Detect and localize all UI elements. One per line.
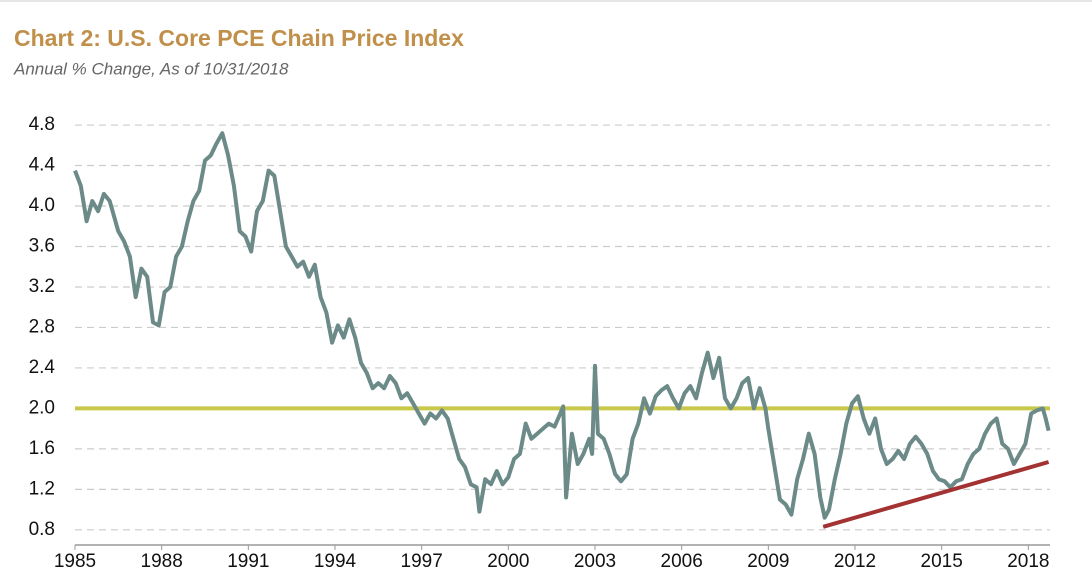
y-tick-label: 3.6	[29, 236, 55, 257]
data-line	[73, 131, 1051, 520]
y-tick-label: 1.6	[29, 438, 55, 459]
x-tick-label: 1994	[314, 551, 357, 572]
x-tick-label: 2009	[747, 551, 789, 572]
y-tick-label: 2.4	[29, 357, 56, 378]
x-tick-label: 1985	[54, 551, 96, 572]
y-tick-label: 0.8	[29, 519, 55, 540]
x-tick-label: 2000	[487, 551, 529, 572]
y-tick-label: 2.8	[29, 316, 55, 337]
x-tick-label: 1997	[401, 551, 443, 572]
chart-title: Chart 2: U.S. Core PCE Chain Price Index	[14, 25, 464, 51]
x-tick-label: 1988	[141, 551, 183, 572]
x-tick-label: 2012	[834, 551, 876, 572]
x-tick-label: 2006	[661, 551, 703, 572]
y-tick-label: 3.2	[29, 276, 55, 297]
x-tick-label: 2018	[1007, 551, 1049, 572]
x-tick-label: 2003	[574, 551, 616, 572]
x-tick-label: 2015	[921, 551, 963, 572]
chart-subtitle: Annual % Change, As of 10/31/2018	[13, 59, 289, 78]
y-tick-label: 1.2	[29, 478, 55, 499]
y-tick-label: 4.0	[29, 195, 55, 216]
trend-line	[822, 460, 1050, 529]
y-tick-label: 4.8	[29, 114, 55, 135]
y-tick-label: 2.0	[29, 397, 55, 418]
x-tick-label: 1991	[227, 551, 269, 572]
y-tick-label: 4.4	[29, 155, 56, 176]
